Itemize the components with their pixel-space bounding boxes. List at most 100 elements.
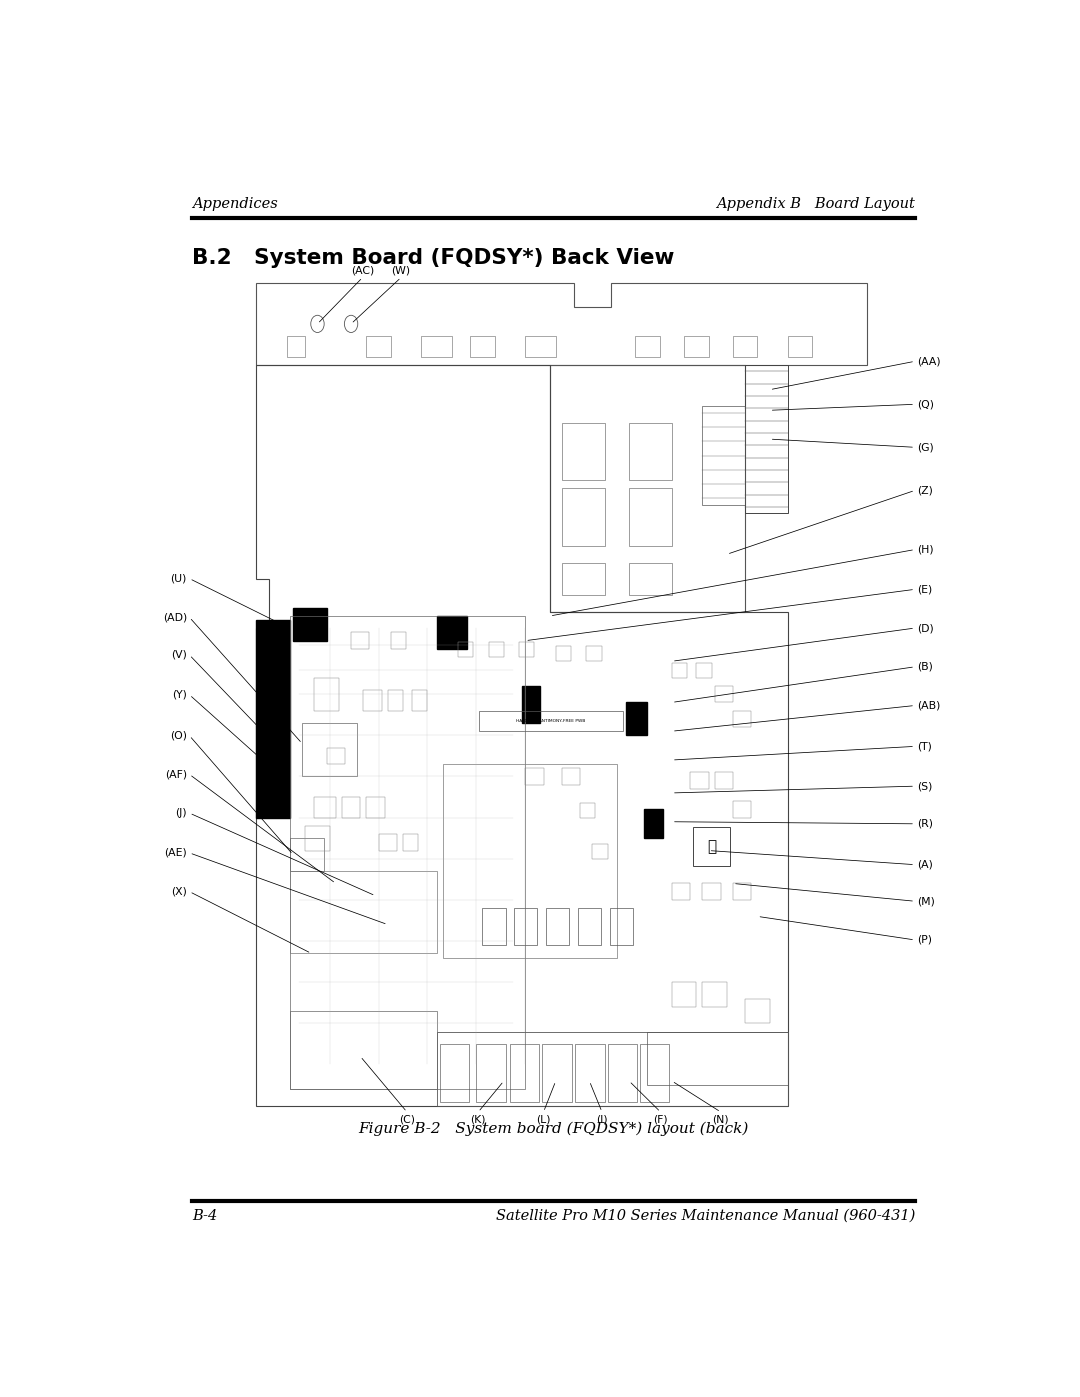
Bar: [645, 809, 663, 838]
Bar: [580, 803, 595, 817]
Text: (T): (T): [918, 742, 932, 752]
Bar: [609, 908, 633, 946]
Text: (R): (R): [918, 819, 933, 828]
Bar: [413, 690, 428, 711]
Text: (N): (N): [713, 1115, 729, 1125]
Bar: [326, 747, 345, 764]
Bar: [256, 620, 289, 817]
Text: (AD): (AD): [163, 612, 187, 622]
Text: (P): (P): [918, 935, 933, 944]
Text: (J): (J): [175, 807, 187, 819]
Bar: [480, 711, 623, 731]
Text: (K): (K): [471, 1115, 486, 1125]
Text: (A): (A): [918, 859, 933, 870]
Text: Appendix B   Board Layout: Appendix B Board Layout: [716, 197, 915, 211]
Bar: [635, 337, 660, 356]
Bar: [366, 798, 384, 817]
Bar: [733, 800, 752, 817]
Text: (E): (E): [918, 584, 933, 594]
Bar: [287, 337, 306, 356]
Text: (Y): (Y): [172, 690, 187, 700]
Text: (AB): (AB): [918, 700, 941, 711]
Bar: [421, 337, 451, 356]
Bar: [745, 365, 788, 513]
Bar: [647, 1031, 788, 1085]
Bar: [608, 1044, 637, 1101]
Bar: [379, 834, 396, 851]
Bar: [542, 1044, 571, 1101]
Bar: [458, 643, 473, 657]
Bar: [733, 337, 757, 356]
Bar: [690, 773, 708, 789]
Bar: [302, 724, 357, 777]
Bar: [626, 703, 647, 735]
Bar: [593, 844, 608, 859]
Bar: [476, 1044, 505, 1101]
Text: B-4: B-4: [192, 1208, 217, 1222]
Bar: [562, 489, 605, 546]
Bar: [715, 773, 733, 789]
Text: (AE): (AE): [164, 848, 187, 858]
Bar: [702, 982, 727, 1007]
Text: (I): (I): [596, 1115, 608, 1125]
Text: (Q): (Q): [918, 400, 934, 409]
Bar: [293, 608, 326, 641]
Bar: [715, 686, 733, 703]
Bar: [289, 872, 436, 953]
Bar: [629, 423, 672, 481]
Bar: [289, 838, 324, 872]
Bar: [510, 1044, 539, 1101]
Bar: [684, 337, 708, 356]
Bar: [483, 908, 505, 946]
Bar: [578, 908, 600, 946]
Bar: [546, 908, 569, 946]
Text: (M): (M): [918, 897, 935, 907]
Text: (G): (G): [918, 443, 934, 453]
Bar: [363, 690, 381, 711]
Bar: [562, 563, 605, 595]
Bar: [672, 982, 697, 1007]
Bar: [470, 337, 495, 356]
Bar: [672, 664, 687, 678]
Text: B.2   System Board (FQDSY*) Back View: B.2 System Board (FQDSY*) Back View: [192, 249, 674, 268]
Bar: [342, 798, 361, 817]
Text: (F): (F): [653, 1115, 667, 1125]
Bar: [443, 764, 617, 957]
Bar: [586, 647, 602, 661]
Bar: [556, 647, 571, 661]
Bar: [733, 883, 752, 900]
Text: (S): (S): [918, 781, 933, 791]
Text: (H): (H): [918, 545, 934, 555]
Bar: [391, 633, 406, 650]
Bar: [289, 616, 525, 1090]
Text: Satellite Pro M10 Series Maintenance Manual (960-431): Satellite Pro M10 Series Maintenance Man…: [496, 1208, 915, 1222]
Text: (B): (B): [918, 662, 933, 672]
Bar: [514, 908, 538, 946]
Bar: [629, 489, 672, 546]
Text: (AA): (AA): [918, 356, 942, 366]
Bar: [745, 999, 770, 1024]
Text: (O): (O): [170, 731, 187, 740]
Text: (X): (X): [171, 887, 187, 897]
Text: ⓣ: ⓣ: [707, 840, 716, 854]
Bar: [629, 563, 672, 595]
Bar: [314, 798, 336, 817]
Bar: [522, 686, 540, 724]
Bar: [525, 337, 556, 356]
Bar: [519, 643, 535, 657]
Text: (Z): (Z): [918, 485, 933, 496]
Bar: [672, 883, 690, 900]
Text: (W): (W): [392, 265, 410, 275]
Bar: [576, 1044, 605, 1101]
Bar: [314, 678, 339, 711]
Bar: [366, 337, 391, 356]
Bar: [788, 337, 812, 356]
Bar: [436, 1031, 788, 1105]
Text: (L): (L): [536, 1115, 551, 1125]
Text: (AC): (AC): [351, 265, 375, 275]
Text: (D): (D): [918, 623, 934, 633]
Bar: [436, 616, 468, 650]
Bar: [702, 407, 745, 504]
Text: (U): (U): [171, 574, 187, 584]
Bar: [525, 768, 543, 785]
